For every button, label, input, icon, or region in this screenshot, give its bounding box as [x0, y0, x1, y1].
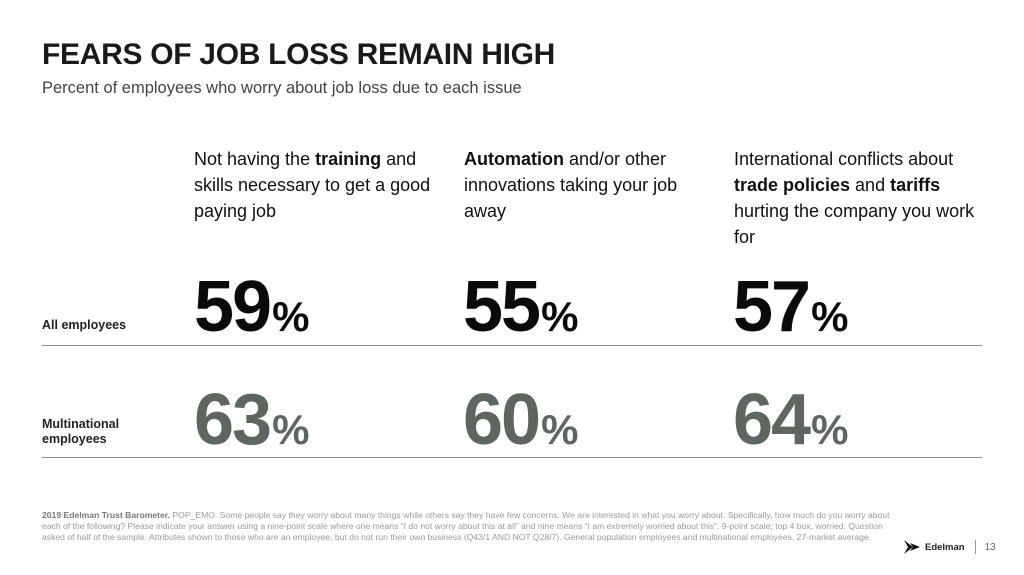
- brand-footer: Edelman 13: [903, 537, 996, 557]
- row-label-all-employees: All employees: [42, 318, 127, 332]
- row-label-multinational-line2: employees: [42, 432, 107, 446]
- row-divider-bottom: [42, 457, 982, 458]
- heading-text-run: Automation: [464, 149, 564, 169]
- value-number: 63: [194, 380, 272, 460]
- slide-subtitle: Percent of employees who worry about job…: [42, 79, 522, 97]
- brand-name: Edelman: [925, 541, 965, 553]
- row-label-multinational: Multinational employees: [42, 417, 119, 447]
- heading-text-run: hurting the company you work for: [734, 201, 975, 247]
- value-all-automation: 55%: [463, 271, 578, 353]
- value-number: 55: [463, 267, 541, 347]
- heading-text-run: International conflicts about: [734, 149, 954, 169]
- slide-title: FEARS OF JOB LOSS REMAIN HIGH: [42, 38, 556, 71]
- heading-text-run: and: [850, 175, 891, 195]
- footnote-text: POP_EMO. Some people say they worry abou…: [42, 510, 890, 542]
- edelman-logo-icon: [904, 540, 920, 554]
- value-multi-trade: 64%: [733, 384, 848, 466]
- value-multi-training: 63%: [194, 384, 309, 466]
- heading-text-run: trade policies: [734, 175, 851, 195]
- heading-text-run: and/or other innovations taking your job…: [464, 149, 678, 221]
- column-heading-trade: International conflicts about trade poli…: [734, 146, 979, 250]
- heading-text-run: tariffs: [890, 175, 941, 195]
- value-all-trade: 57%: [733, 271, 848, 353]
- percent-sign: %: [541, 293, 579, 340]
- value-number: 60: [463, 380, 541, 460]
- percent-sign: %: [811, 406, 849, 453]
- heading-text-run: and skills necessary to get a good payin…: [194, 149, 431, 221]
- brand-separator: [974, 540, 976, 554]
- percent-sign: %: [272, 406, 310, 453]
- value-number: 57: [733, 267, 811, 347]
- value-number: 59: [194, 267, 272, 347]
- percent-sign: %: [811, 293, 849, 340]
- value-multi-automation: 60%: [463, 384, 578, 466]
- row-label-multinational-line1: Multinational: [42, 417, 120, 431]
- row-divider-top: [42, 345, 982, 346]
- column-heading-training: Not having the training and skills neces…: [194, 146, 444, 224]
- heading-text-run: training: [315, 149, 382, 169]
- percent-sign: %: [541, 406, 579, 453]
- percent-sign: %: [272, 293, 310, 340]
- column-heading-automation: Automation and/or other innovations taki…: [464, 146, 714, 224]
- page-number: 13: [984, 541, 996, 553]
- heading-text-run: Not having the: [194, 149, 316, 169]
- footnote-source: 2019 Edelman Trust Barometer.: [42, 510, 171, 520]
- footnote: 2019 Edelman Trust Barometer. POP_EMO. S…: [42, 510, 892, 543]
- value-number: 64: [733, 380, 811, 460]
- value-all-training: 59%: [194, 271, 309, 353]
